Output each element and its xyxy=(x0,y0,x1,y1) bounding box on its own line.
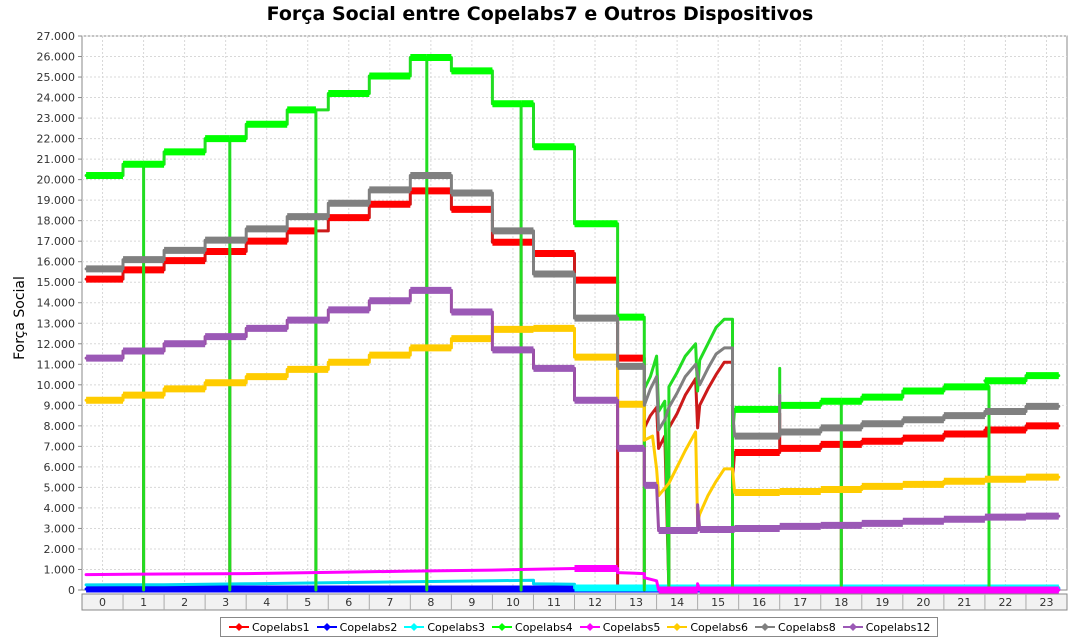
legend-swatch xyxy=(579,623,600,631)
chart-title: Força Social entre Copelabs7 e Outros Di… xyxy=(266,3,814,25)
legend-swatch-marker xyxy=(235,623,243,631)
y-tick-label: 6.000 xyxy=(44,461,76,474)
legend-swatch xyxy=(755,623,776,631)
x-tick-label: 15 xyxy=(711,596,725,609)
y-tick-label: 0 xyxy=(68,584,75,597)
legend-item: Copelabs3 xyxy=(403,621,485,634)
y-tick-label: 23.000 xyxy=(37,112,76,125)
x-tick-label: 20 xyxy=(916,596,930,609)
legend-item: Copelabs5 xyxy=(579,620,661,634)
legend-label: Copelabs3 xyxy=(427,620,486,634)
x-tick-label: 23 xyxy=(1039,596,1053,609)
x-tick-label: 16 xyxy=(752,596,766,609)
legend-label: Copelabs12 xyxy=(865,620,931,634)
x-tick-label: 8 xyxy=(427,596,434,609)
legend-label: Copelabs6 xyxy=(690,620,749,634)
legend-label: Copelabs1 xyxy=(252,620,310,634)
series-copelabs5 xyxy=(84,564,1061,594)
x-tick-label: 9 xyxy=(468,596,475,609)
legend-swatch-marker xyxy=(673,623,682,631)
y-tick-label: 26.000 xyxy=(37,51,76,64)
y-tick-label: 21.000 xyxy=(37,153,76,166)
x-tick-label: 11 xyxy=(547,596,561,609)
legend-swatch-marker xyxy=(761,623,770,631)
x-tick-label: 5 xyxy=(304,596,311,609)
legend-swatch xyxy=(492,623,513,631)
y-tick-label: 14.000 xyxy=(37,297,76,310)
y-tick-label: 10.000 xyxy=(37,379,76,392)
y-tick-label: 25.000 xyxy=(37,71,76,84)
x-tick-label: 6 xyxy=(345,596,352,609)
legend-label: Copelabs8 xyxy=(778,620,836,634)
x-tick-label: 17 xyxy=(793,596,807,609)
legend-swatch xyxy=(229,623,249,631)
x-tick-label: 21 xyxy=(957,596,971,609)
legend-swatch-marker xyxy=(498,623,507,631)
legend-swatch-marker xyxy=(410,623,419,631)
x-tick-label: 1 xyxy=(140,596,147,609)
y-tick-label: 5.000 xyxy=(44,481,76,494)
legend-label: Copelabs2 xyxy=(339,620,398,634)
y-tick-label: 2.000 xyxy=(44,543,76,556)
legend-swatch-marker xyxy=(585,623,594,631)
x-tick-label: 12 xyxy=(588,596,602,609)
x-tick-label: 18 xyxy=(834,596,848,609)
legend-label: Copelabs5 xyxy=(602,620,661,634)
legend-swatch xyxy=(316,623,337,631)
series-layer xyxy=(84,54,1061,594)
y-tick-label: 7.000 xyxy=(44,440,76,453)
y-tick-label: 18.000 xyxy=(37,215,76,228)
series-copelabs6 xyxy=(84,324,1061,524)
legend-item: Copelabs6 xyxy=(666,621,748,634)
legend-swatch-marker xyxy=(848,623,857,631)
x-tick-layer: 0 1 2 3 4 5 6 7 8 9 10 11 12 13 14 15 16 17 18 19 20 21 22 23 xyxy=(99,594,1053,610)
y-tick-label: 1.000 xyxy=(44,563,76,576)
y-tick-label: 15.000 xyxy=(37,276,76,289)
y-tick-label: 22.000 xyxy=(37,133,76,146)
legend-item: Copelabs4 xyxy=(491,621,573,634)
y-tick-layer: 0 1.000 2.000 3.000 4.000 5.000 6.000 7.000 8.00… xyxy=(37,30,82,597)
x-tick-label: 2 xyxy=(181,596,188,609)
y-tick-label: 24.000 xyxy=(37,92,76,105)
x-tick-label: 7 xyxy=(386,596,393,609)
x-tick-label: 4 xyxy=(263,596,270,609)
x-tick-label: 22 xyxy=(998,596,1012,609)
legend-item: Copelabs1 xyxy=(228,621,310,634)
y-tick-label: 3.000 xyxy=(44,522,76,535)
legend-swatch xyxy=(667,623,688,631)
series-copelabs8 xyxy=(84,172,1061,440)
y-tick-label: 12.000 xyxy=(37,338,76,351)
series-copelabs12 xyxy=(84,286,1061,534)
x-tick-label: 0 xyxy=(99,596,106,609)
y-tick-label: 8.000 xyxy=(44,420,76,433)
x-tick-label: 10 xyxy=(506,596,520,609)
x-tick-label: 3 xyxy=(222,596,229,609)
legend-label: Copelabs4 xyxy=(515,620,573,634)
y-tick-label: 11.000 xyxy=(37,358,76,371)
y-tick-label: 9.000 xyxy=(44,399,76,412)
legend-swatch-marker xyxy=(322,623,331,631)
y-tick-label: 16.000 xyxy=(37,256,76,269)
x-tick-label: 13 xyxy=(629,596,643,609)
legend-item: Copelabs2 xyxy=(316,620,398,634)
y-tick-label: 13.000 xyxy=(37,317,76,330)
legend-item: Copelabs12 xyxy=(842,620,931,634)
y-tick-label: 4.000 xyxy=(44,502,76,515)
y-tick-label: 19.000 xyxy=(37,194,76,207)
legend-swatch xyxy=(404,623,425,631)
x-tick-label: 19 xyxy=(875,596,889,609)
series-copelabs4 xyxy=(84,54,1061,592)
legend-item: Copelabs8 xyxy=(754,621,836,634)
y-tick-label: 20.000 xyxy=(37,174,76,187)
legend-swatch xyxy=(842,623,863,631)
legend: Copelabs1 Copelabs2 Copelabs3 Copelabs4 Cope… xyxy=(220,617,939,637)
y-tick-label: 27.000 xyxy=(37,30,76,43)
x-tick-label: 14 xyxy=(670,596,684,609)
y-tick-label: 17.000 xyxy=(37,235,76,248)
